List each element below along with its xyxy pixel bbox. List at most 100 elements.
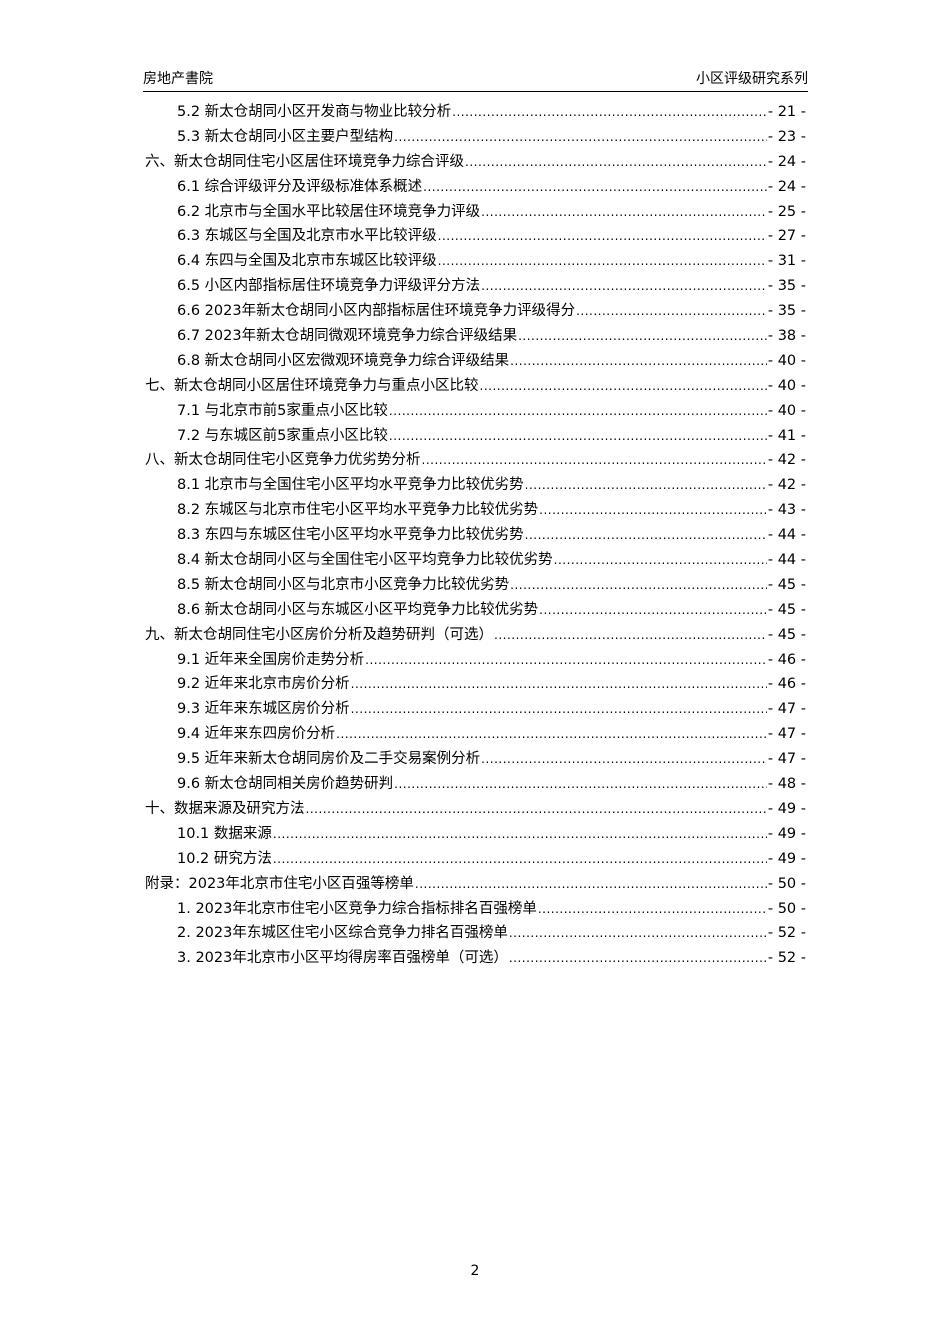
toc-entry[interactable]: 9.4 近年来东四房价分析 - 47 - [145, 722, 806, 747]
toc-entry[interactable]: 7.2 与东城区前5家重点小区比较 - 41 - [145, 424, 806, 449]
toc-entry-page: - 21 - [767, 104, 806, 120]
toc-entry-page: - 44 - [767, 527, 806, 544]
dot-leader [494, 623, 767, 648]
toc-entry[interactable]: 6.3 东城区与全国及北京市水平比较评级 - 27 - [145, 224, 806, 249]
toc-entry-title: 10.2 研究方法 [177, 850, 272, 867]
toc-entry[interactable]: 9.6 新太仓胡同相关房价趋势研判 - 48 - [145, 772, 806, 797]
dot-leader [389, 399, 767, 424]
toc-entry[interactable]: 9.1 近年来全国房价走势分析 - 46 - [145, 648, 806, 673]
dot-leader [538, 897, 767, 922]
dot-leader [306, 797, 767, 822]
toc-entry[interactable]: 9.5 近年来新太仓胡同房价及二手交易案例分析 - 47 - [145, 747, 806, 772]
dot-leader [351, 697, 767, 722]
toc-entry-title: 8.1 北京市与全国住宅小区平均水平竞争力比较优劣势 [177, 477, 524, 494]
dot-leader [415, 872, 767, 897]
toc-entry-title: 6.1 综合评级评分及评级标准体系概述 [177, 178, 423, 195]
table-of-contents: 5.2 新太仓胡同小区开发商与物业比较分析 - 21 - 5.3 新太仓胡同小区主要… [145, 100, 806, 971]
toc-entry[interactable]: 六、新太仓胡同住宅小区居住环境竞争力综合评级 - 24 - [145, 150, 806, 175]
toc-entry-page: - 23 - [767, 128, 806, 145]
toc-entry-title: 8.2 东城区与北京市住宅小区平均水平竞争力比较优劣势 [177, 502, 539, 519]
toc-entry-page: - 24 - [767, 153, 806, 170]
toc-entry-page: - 40 - [767, 377, 806, 394]
toc-entry-title: 6.6 2023年新太仓胡同小区内部指标居住环境竞争力评级得分 [177, 303, 576, 320]
toc-entry-page: - 42 - [767, 452, 806, 469]
toc-entry-page: - 49 - [767, 825, 806, 842]
toc-entry[interactable]: 七、新太仓胡同小区居住环境竞争力与重点小区比较 - 40 - [145, 374, 806, 399]
dot-leader [576, 299, 767, 324]
toc-entry-title: 9.6 新太仓胡同相关房价趋势研判 [177, 776, 394, 793]
toc-entry-title: 9.3 近年来东城区房价分析 [177, 701, 350, 718]
dot-leader [365, 648, 767, 673]
dot-leader [539, 498, 767, 523]
toc-entry[interactable]: 6.4 东四与全国及北京市东城区比较评级 - 31 - [145, 249, 806, 274]
toc-entry-page: - 40 - [767, 402, 806, 419]
toc-entry-title: 10.1 数据来源 [177, 825, 272, 842]
toc-entry-page: - 40 - [767, 352, 806, 369]
toc-entry-page: - 52 - [767, 950, 806, 967]
toc-entry-title: 6.8 新太仓胡同小区宏微观环境竞争力综合评级结果 [177, 352, 510, 369]
toc-entry-page: - 47 - [767, 751, 806, 768]
dot-leader [394, 772, 767, 797]
toc-entry-title: 9.5 近年来新太仓胡同房价及二手交易案例分析 [177, 751, 481, 768]
dot-leader [480, 374, 767, 399]
toc-entry-title: 1. 2023年北京市住宅小区竞争力综合指标排名百强榜单 [177, 900, 537, 917]
toc-entry[interactable]: 8.2 东城区与北京市住宅小区平均水平竞争力比较优劣势 - 43 - [145, 498, 806, 523]
dot-leader [509, 921, 767, 946]
dot-leader [336, 722, 767, 747]
toc-entry[interactable]: 3. 2023年北京市小区平均得房率百强榜单（可选） - 52 - [145, 946, 806, 971]
toc-entry[interactable]: 9.2 近年来北京市房价分析 - 46 - [145, 672, 806, 697]
toc-entry-title: 8.6 新太仓胡同小区与东城区小区平均竞争力比较优劣势 [177, 601, 539, 618]
toc-entry[interactable]: 5.2 新太仓胡同小区开发商与物业比较分析 - 21 - [145, 100, 806, 125]
toc-entry[interactable]: 十、数据来源及研究方法 - 49 - [145, 797, 806, 822]
toc-entry[interactable]: 8.5 新太仓胡同小区与北京市小区竞争力比较优劣势 - 45 - [145, 573, 806, 598]
toc-entry-page: - 47 - [767, 726, 806, 743]
toc-entry[interactable]: 8.3 东四与东城区住宅小区平均水平竞争力比较优劣势 - 44 - [145, 523, 806, 548]
header-publisher: 房地产書院 [143, 71, 213, 87]
toc-entry[interactable]: 6.8 新太仓胡同小区宏微观环境竞争力综合评级结果 - 40 - [145, 349, 806, 374]
header-series: 小区评级研究系列 [696, 71, 808, 87]
toc-entry-title: 8.4 新太仓胡同小区与全国住宅小区平均竞争力比较优劣势 [177, 552, 553, 569]
toc-entry-page: - 50 - [767, 875, 806, 892]
dot-leader [509, 946, 767, 971]
toc-entry-title: 3. 2023年北京市小区平均得房率百强榜单（可选） [177, 950, 508, 967]
toc-entry[interactable]: 8.6 新太仓胡同小区与东城区小区平均竞争力比较优劣势 - 45 - [145, 598, 806, 623]
toc-entry[interactable]: 九、新太仓胡同住宅小区房价分析及趋势研判（可选） - 45 - [145, 623, 806, 648]
toc-entry-page: - 50 - [767, 900, 806, 917]
toc-entry-title: 六、新太仓胡同住宅小区居住环境竞争力综合评级 [145, 153, 464, 170]
dot-leader [273, 822, 767, 847]
toc-entry[interactable]: 5.3 新太仓胡同小区主要户型结构 - 23 - [145, 125, 806, 150]
toc-entry[interactable]: 八、新太仓胡同住宅小区竞争力优劣势分析 - 42 - [145, 448, 806, 473]
dot-leader [438, 224, 767, 249]
toc-entry[interactable]: 10.1 数据来源 - 49 - [145, 822, 806, 847]
toc-entry[interactable]: 6.2 北京市与全国水平比较居住环境竞争力评级 - 25 - [145, 200, 806, 225]
dot-leader [481, 200, 767, 225]
toc-entry[interactable]: 6.5 小区内部指标居住环境竞争力评级评分方法 - 35 - [145, 274, 806, 299]
toc-entry[interactable]: 2. 2023年东城区住宅小区综合竞争力排名百强榜单 - 52 - [145, 921, 806, 946]
toc-entry-page: - 44 - [767, 552, 806, 569]
toc-entry[interactable]: 6.6 2023年新太仓胡同小区内部指标居住环境竞争力评级得分 - 35 - [145, 299, 806, 324]
toc-entry-page: - 43 - [767, 502, 806, 519]
dot-leader [525, 523, 767, 548]
toc-entry-title: 5.2 新太仓胡同小区开发商与物业比较分析 [177, 104, 452, 120]
toc-entry-page: - 47 - [767, 701, 806, 718]
toc-entry[interactable]: 6.7 2023年新太仓胡同微观环境竞争力综合评级结果 - 38 - [145, 324, 806, 349]
toc-entry-page: - 35 - [767, 303, 806, 320]
toc-entry[interactable]: 10.2 研究方法 - 49 - [145, 847, 806, 872]
toc-entry[interactable]: 8.4 新太仓胡同小区与全国住宅小区平均竞争力比较优劣势 - 44 - [145, 548, 806, 573]
toc-entry[interactable]: 8.1 北京市与全国住宅小区平均水平竞争力比较优劣势 - 42 - [145, 473, 806, 498]
toc-entry[interactable]: 附录：2023年北京市住宅小区百强等榜单 - 50 - [145, 872, 806, 897]
dot-leader [273, 847, 767, 872]
toc-entry-title: 8.5 新太仓胡同小区与北京市小区竞争力比较优劣势 [177, 576, 510, 593]
toc-entry-title: 6.4 东四与全国及北京市东城区比较评级 [177, 253, 437, 270]
toc-entry[interactable]: 1. 2023年北京市住宅小区竞争力综合指标排名百强榜单 - 50 - [145, 897, 806, 922]
dot-leader [510, 573, 767, 598]
toc-entry-title: 9.2 近年来北京市房价分析 [177, 676, 350, 693]
toc-entry-page: - 24 - [767, 178, 806, 195]
toc-entry-page: - 25 - [767, 203, 806, 220]
toc-entry[interactable]: 7.1 与北京市前5家重点小区比较 - 40 - [145, 399, 806, 424]
toc-entry-title: 6.7 2023年新太仓胡同微观环境竞争力综合评级结果 [177, 328, 518, 345]
toc-entry[interactable]: 6.1 综合评级评分及评级标准体系概述 - 24 - [145, 175, 806, 200]
toc-entry[interactable]: 9.3 近年来东城区房价分析 - 47 - [145, 697, 806, 722]
dot-leader [525, 473, 767, 498]
dot-leader [518, 324, 767, 349]
